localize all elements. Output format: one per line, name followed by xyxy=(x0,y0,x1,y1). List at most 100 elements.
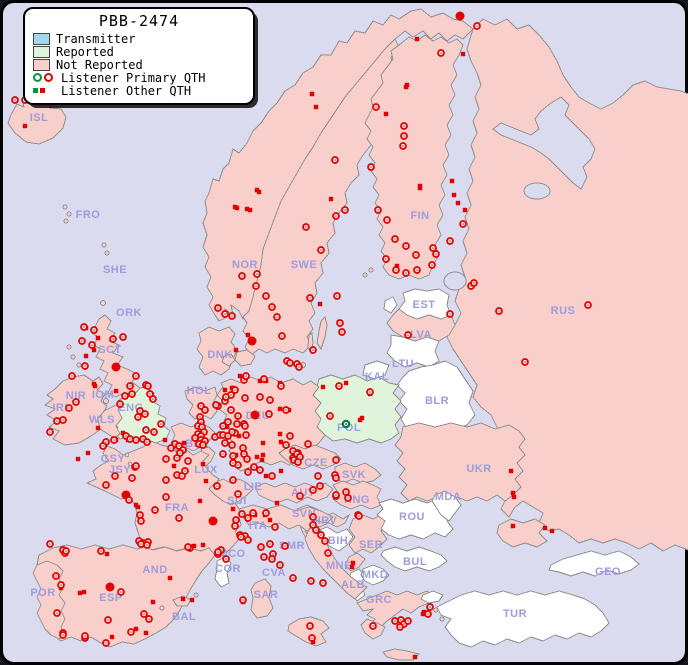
listener-primary-qth-dot xyxy=(403,135,405,137)
listener-other-qth-marker xyxy=(510,523,516,529)
listener-primary-qth-dot xyxy=(227,421,229,423)
listener-other-qth-marker xyxy=(462,207,468,213)
listener-primary-qth-dot xyxy=(252,512,254,514)
listener-primary-qth-dot xyxy=(322,582,324,584)
listener-other-qth-marker xyxy=(357,417,363,423)
listener-primary-qth-dot xyxy=(149,393,151,395)
listener-primary-qth-dot xyxy=(335,477,337,479)
listener-other-qth-marker xyxy=(232,204,238,210)
listener-other-qth-marker xyxy=(320,384,326,390)
listener-cluster-marker xyxy=(250,410,260,420)
listener-primary-qth-dot xyxy=(225,396,227,398)
listener-primary-qth-dot xyxy=(68,407,70,409)
listener-primary-qth-dot xyxy=(309,297,311,299)
listener-primary-qth-dot xyxy=(102,445,104,447)
listener-other-qth-marker xyxy=(263,473,269,479)
country-label-lie: LIE xyxy=(244,481,263,493)
listener-primary-qth-dot xyxy=(56,612,58,614)
country-sar xyxy=(250,578,274,619)
listener-primary-qth-dot xyxy=(347,497,349,499)
country-label-por: POR xyxy=(30,587,55,599)
listener-primary-qth-dot xyxy=(129,438,131,440)
listener-other-qth-marker xyxy=(95,335,101,341)
listener-other-qth-marker xyxy=(222,387,228,393)
listener-other-qth-marker xyxy=(150,599,156,605)
country-label-lva: LVA xyxy=(410,329,432,341)
country-label-ltu: LTU xyxy=(392,358,414,370)
country-label-sui: SUI xyxy=(227,495,247,507)
listener-primary-qth-dot xyxy=(432,247,434,249)
country-rou xyxy=(376,498,454,540)
listener-other-qth-marker xyxy=(167,575,173,581)
country-geo xyxy=(548,550,640,577)
listener-primary-qth-dot xyxy=(400,619,402,621)
listener-primary-qth-dot xyxy=(335,215,337,217)
listener-other-qth-marker xyxy=(277,431,283,437)
listener-primary-qth-dot xyxy=(394,238,396,240)
legend-item-transmitter: Transmitter xyxy=(33,32,245,46)
listener-primary-qth-dot xyxy=(119,403,121,405)
not-reported-swatch-icon xyxy=(33,58,50,71)
listener-primary-qth-dot xyxy=(265,295,267,297)
listener-primary-qth-dot xyxy=(279,564,281,566)
country-jsy xyxy=(127,461,133,467)
listener-primary-qth-dot xyxy=(204,409,206,411)
listener-primary-qth-dot xyxy=(407,620,409,622)
country-aland2 xyxy=(368,267,374,273)
white-sea xyxy=(492,96,596,190)
country-label-ork: ORK xyxy=(116,307,142,319)
country-label-kal: KAL xyxy=(365,371,389,383)
listener-primary-qth-dot xyxy=(319,485,321,487)
listener-primary-qth-dot xyxy=(473,282,475,284)
listener-other-qth-marker xyxy=(343,380,349,386)
listener-primary-qth-dot xyxy=(587,304,589,306)
country-fro2 xyxy=(66,211,72,217)
listener-primary-qth-dot xyxy=(120,591,122,593)
listener-primary-qth-dot xyxy=(152,398,154,400)
listener-other-qth-marker xyxy=(421,609,427,615)
listener-primary-qth-dot xyxy=(243,453,245,455)
listener-other-qth-marker xyxy=(383,111,389,117)
listener-primary-qth-dot xyxy=(312,516,314,518)
listener-primary-qth-dot xyxy=(435,253,437,255)
listener-primary-qth-dot xyxy=(372,625,374,627)
listener-cluster-marker xyxy=(111,362,121,372)
listener-primary-qth-dot xyxy=(100,550,102,552)
listener-primary-qth-dot xyxy=(105,484,107,486)
listener-primary-qth-dot xyxy=(135,375,137,377)
listener-primary-qth-dot xyxy=(405,245,407,247)
listener-primary-qth-dot xyxy=(231,431,233,433)
listener-primary-qth-dot xyxy=(202,444,204,446)
listener-other-qth-marker xyxy=(455,200,461,206)
country-label-svk: SVK xyxy=(342,469,366,481)
listener-primary-qth-dot xyxy=(399,626,401,628)
country-label-dnk: DNK xyxy=(207,349,232,361)
country-sct-shetland1 xyxy=(101,242,107,248)
listener-primary-qth-dot xyxy=(165,458,167,460)
listener-other-qth-marker xyxy=(257,378,263,384)
listener-other-qth-marker xyxy=(260,440,266,446)
listener-other-qth-marker xyxy=(349,564,355,570)
listener-primary-qth-dot xyxy=(336,295,338,297)
listener-other-qth-marker xyxy=(200,461,206,467)
country-label-tur: TUR xyxy=(503,608,527,620)
listener-other-qth-marker xyxy=(310,639,316,645)
listener-primary-qth-green-dot xyxy=(345,423,347,425)
country-aland1 xyxy=(362,272,368,278)
listener-primary-qth-dot xyxy=(187,460,189,462)
listener-other-qth-marker xyxy=(77,590,83,596)
listener-primary-qth-dot xyxy=(431,264,433,266)
listener-primary-qth-dot xyxy=(265,512,267,514)
country-label-ukr: UKR xyxy=(466,463,491,475)
listener-other-qth-marker xyxy=(403,84,409,90)
listener-primary-qth-dot xyxy=(154,509,156,511)
listener-primary-qth-dot xyxy=(214,436,216,438)
listener-primary-qth-dot xyxy=(449,313,451,315)
country-label-sct: SCT xyxy=(98,344,122,356)
listener-primary-qth-dot xyxy=(292,450,294,452)
listener-other-qth-marker xyxy=(85,450,91,456)
listener-markers xyxy=(11,11,592,660)
listener-primary-qth-dot xyxy=(312,349,314,351)
country-label-fin: FIN xyxy=(410,210,429,222)
country-sct-shetland2 xyxy=(104,250,110,256)
